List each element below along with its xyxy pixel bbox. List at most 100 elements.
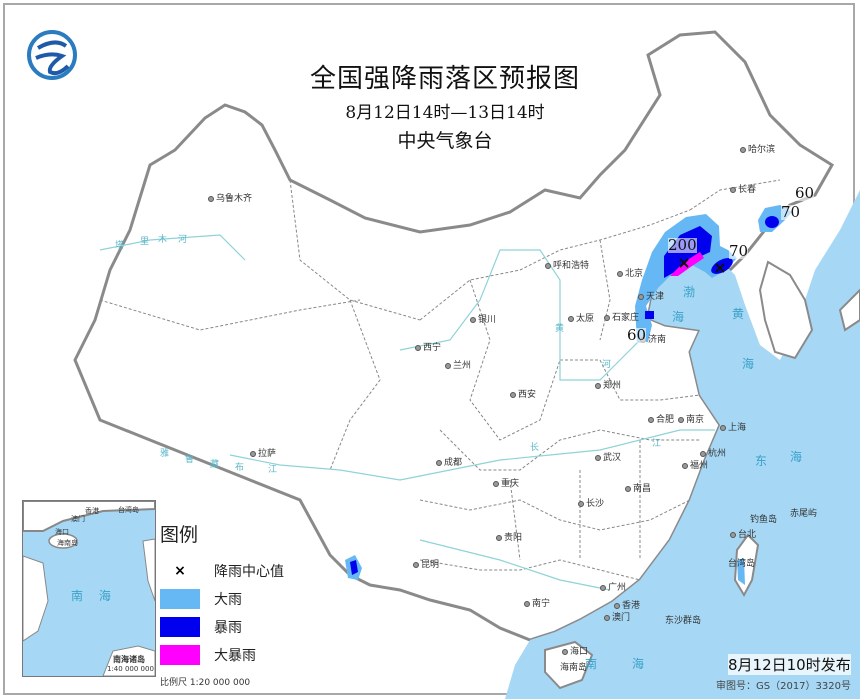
rainstorm-area-yunnan (350, 560, 358, 575)
city-wuhan: 武汉 (595, 450, 621, 463)
river-label-yarlung-5: 江 (268, 465, 278, 475)
river-label-yangtze-1: 长 (530, 443, 540, 453)
contour-label-60-northeast: 60 (795, 184, 815, 202)
heavy-rainstorm-area (670, 252, 704, 276)
label-taiwan-island: 台湾岛 (728, 559, 756, 569)
province-borders (99, 179, 781, 581)
city-taipei: 台北 (730, 527, 756, 540)
city-hangzhou: 杭州 (700, 446, 726, 459)
sea-label-east-1: 东 (755, 454, 768, 468)
city-changsha: 长沙 (578, 496, 604, 509)
legend-item-rainstorm: 暴雨 (160, 613, 310, 641)
city-kunming: 昆明 (413, 557, 439, 570)
city-chengdu: 成都 (436, 455, 462, 468)
legend-title: 图例 (160, 524, 199, 546)
rain-center-x-2 (715, 263, 725, 273)
river-label-tarim-1: 塔 (115, 241, 125, 251)
x-mark-icon: × (174, 563, 186, 579)
contour-label-70-northeast: 70 (781, 203, 801, 221)
river-label-yarlung-1: 雅 (160, 449, 170, 459)
river-label-tarim-2: 里 (140, 237, 150, 247)
contour-label-70-liaodong: 70 (729, 242, 749, 260)
river-label-yarlung-2: 鲁 (185, 455, 195, 465)
city-guangzhou: 广州 (600, 580, 626, 593)
city-hefei: 合肥 (648, 412, 674, 425)
map-legend: 图例 × 降雨中心值 大雨 暴雨 大暴雨 比例尺 1:20 000 000 (160, 520, 310, 688)
forecast-period: 8月12日14时—13日14时 (345, 103, 545, 123)
legend-item-rain-center: × 降雨中心值 (160, 557, 310, 585)
label-chiwei-islet: 赤尾屿 (790, 509, 818, 519)
map-scale: 比例尺 1:20 000 000 (160, 678, 251, 688)
city-jinan: 济南 (640, 332, 666, 345)
river-label-yellow-2: 河 (602, 360, 612, 370)
inset-map (23, 501, 155, 676)
river-label-tarim-3: 木 (158, 235, 168, 245)
city-shijiazhuang: 石家庄 (604, 310, 639, 323)
city-macau: 澳门 (604, 610, 630, 623)
city-hongkong: 香港 (614, 598, 640, 611)
river-label-yangtze-2: 江 (652, 439, 662, 449)
inset-scale: 1:40 000 000 (107, 665, 154, 673)
city-urumqi: 乌鲁木齐 (208, 191, 252, 204)
legend-label: 暴雨 (214, 620, 242, 636)
city-harbin: 哈尔滨 (740, 142, 775, 155)
sea-label-yellow-2: 海 (742, 357, 755, 371)
label-diaoyu-island: 钓鱼岛 (750, 515, 778, 525)
city-nanjing: 南京 (678, 412, 704, 425)
city-nanning: 南宁 (524, 596, 550, 609)
inset-label-hainan: 海南岛 (57, 539, 78, 547)
contour-label-200: 200 (668, 236, 697, 254)
river-label-yarlung-3: 藏 (210, 460, 220, 470)
city-haikou: 海口 (562, 644, 588, 657)
label-hainan-island: 海南岛 (560, 663, 588, 673)
legend-label: 降雨中心值 (214, 564, 284, 580)
city-tianjin: 天津 (638, 289, 664, 302)
city-yinchuan: 银川 (470, 312, 496, 325)
inset-label-taiwan: 台湾岛 (118, 506, 139, 514)
contour-label-60-jinan: 60 (627, 326, 647, 344)
inset-label-macau: 澳门 (71, 515, 85, 523)
river-label-tarim-4: 河 (178, 235, 188, 245)
sea-label-yellow-1: 黄 (732, 307, 745, 321)
city-beijing: 北京 (617, 266, 643, 279)
legend-label: 大雨 (214, 592, 242, 608)
sea-label-bohai-1: 渤 (683, 285, 696, 299)
sea-label-bohai-2: 海 (672, 310, 685, 324)
inset-label-hongkong: 香港 (85, 507, 99, 515)
city-lanzhou: 兰州 (445, 358, 471, 371)
river-label-yarlung-4: 布 (235, 463, 245, 473)
inset-label-haikou: 海口 (55, 528, 69, 536)
sea-label-south-1: 南 (585, 657, 598, 671)
rain-center-x-1 (679, 258, 689, 268)
city-hohhot: 呼和浩特 (545, 258, 589, 271)
sea-label-south-2: 海 (632, 657, 645, 671)
legend-item-heavy-rain: 大雨 (160, 585, 310, 613)
sea-label-east-2: 海 (790, 450, 803, 464)
city-shanghai: 上海 (720, 420, 746, 433)
label-dongsha-islands: 东沙群岛 (665, 616, 702, 626)
river-label-yellow-1: 黄 (555, 324, 565, 334)
city-chongqing: 重庆 (493, 476, 519, 489)
japan-coast (838, 288, 860, 332)
cma-logo (27, 30, 77, 80)
legend-item-heavy-rainstorm: 大暴雨 (160, 641, 310, 669)
inset-title: 南海诸岛 (113, 655, 145, 664)
city-xian: 西安 (510, 387, 536, 400)
rainstorm-area-northeast (765, 216, 779, 228)
issued-time: 8月12日10时发布 (728, 654, 851, 675)
rainstorm-area-shandong (645, 311, 654, 319)
korea-peninsula (758, 260, 814, 360)
city-zhengzhou: 郑州 (595, 378, 621, 391)
legend-swatch-rainstorm (160, 617, 200, 637)
taiwan-rain-area (737, 558, 745, 585)
inset-sea-label: 南 海 (71, 589, 117, 603)
map-title: 全国强降雨落区预报图 (309, 64, 580, 94)
rain-center-marks (679, 258, 725, 273)
city-lhasa: 拉萨 (250, 446, 276, 459)
city-changchun: 长春 (730, 182, 756, 195)
heavy-rain-area-bohai (635, 214, 737, 343)
city-xining: 西宁 (415, 340, 441, 353)
city-fuzhou: 福州 (682, 458, 708, 471)
south-china-sea-inset: 香港 台湾岛 澳门 海口 海南岛 南 海 南海诸岛 1:40 000 000 (22, 500, 156, 677)
city-nanchang: 南昌 (625, 481, 651, 494)
